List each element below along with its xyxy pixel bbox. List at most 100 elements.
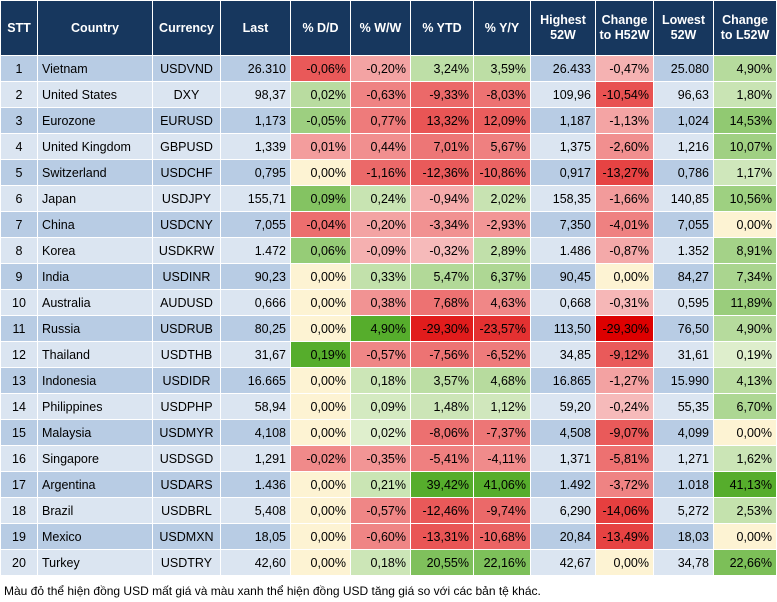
table-cell: Thailand — [37, 341, 153, 368]
table-cell: 7,34% — [713, 263, 777, 290]
table-cell: 31,67 — [220, 341, 291, 368]
table-row: 4 United Kingdom GBPUSD 1,339 0,01% 0,44% 7,01… — [0, 133, 777, 160]
column-header: Lowest 52W — [653, 0, 714, 56]
table-cell: 158,35 — [530, 185, 596, 212]
table-cell: 0,19% — [713, 341, 777, 368]
table-cell: 0,24% — [350, 185, 411, 212]
table-cell: 1,024 — [653, 107, 714, 134]
table-cell: 7 — [0, 211, 38, 238]
column-header: Change to H52W — [595, 0, 654, 56]
table-cell: 42,60 — [220, 549, 291, 576]
table-cell: 0,00% — [713, 523, 777, 550]
table-row: 5 Switzerland USDCHF 0,795 0,00% -1,16% -12,36… — [0, 159, 777, 186]
table-cell: -1,66% — [595, 185, 654, 212]
table-cell: USDARS — [152, 471, 221, 498]
table-cell: 0,668 — [530, 289, 596, 316]
table-cell: 1,173 — [220, 107, 291, 134]
table-cell: 4,099 — [653, 419, 714, 446]
table-cell: 2,89% — [473, 237, 531, 264]
table-cell: AUDUSD — [152, 289, 221, 316]
column-header: % D/D — [290, 0, 351, 56]
table-cell: 10,07% — [713, 133, 777, 160]
column-header: STT — [0, 0, 38, 56]
table-cell: 5 — [0, 159, 38, 186]
table-cell: -1,13% — [595, 107, 654, 134]
table-cell: 26.433 — [530, 55, 596, 82]
table-cell: 7,350 — [530, 211, 596, 238]
table-cell: -0,35% — [350, 445, 411, 472]
table-cell: 34,78 — [653, 549, 714, 576]
table-cell: -9,74% — [473, 497, 531, 524]
table-cell: -0,47% — [595, 55, 654, 82]
table-cell: 0,595 — [653, 289, 714, 316]
table-cell: 20,55% — [410, 549, 474, 576]
table-cell: -0,94% — [410, 185, 474, 212]
table-cell: 42,67 — [530, 549, 596, 576]
table-cell: 1,271 — [653, 445, 714, 472]
table-cell: 18,03 — [653, 523, 714, 550]
table-body: 1 Vietnam USDVND 26.310 -0,06% -0,20% 3,24% 3,5… — [0, 55, 777, 576]
footnote: Màu đỏ thể hiện đồng USD mất giá và màu … — [4, 584, 541, 598]
table-cell: -12,46% — [410, 497, 474, 524]
table-row: 10 Australia AUDUSD 0,666 0,00% 0,38% 7,68% 4,6… — [0, 289, 777, 316]
table-cell: 0,00% — [595, 549, 654, 576]
table-cell: 0,00% — [290, 315, 351, 342]
table-cell: USDTRY — [152, 549, 221, 576]
table-cell: -5,41% — [410, 445, 474, 472]
table-row: 13 Indonesia USDIDR 16.665 0,00% 0,18% 3,57% 4,… — [0, 367, 777, 394]
table-cell: Brazil — [37, 497, 153, 524]
table-cell: -8,03% — [473, 81, 531, 108]
table-cell: 14 — [0, 393, 38, 420]
table-cell: 59,20 — [530, 393, 596, 420]
table-cell: -1,16% — [350, 159, 411, 186]
table-cell: Mexico — [37, 523, 153, 550]
table-cell: GBPUSD — [152, 133, 221, 160]
table-cell: 19 — [0, 523, 38, 550]
table-cell: -8,06% — [410, 419, 474, 446]
table-cell: 0,00% — [595, 263, 654, 290]
table-cell: 1.352 — [653, 237, 714, 264]
table-cell: 0,795 — [220, 159, 291, 186]
table-cell: 16 — [0, 445, 38, 472]
table-cell: Indonesia — [37, 367, 153, 394]
table-cell: -0,24% — [595, 393, 654, 420]
table-row: 9 India USDINR 90,23 0,00% 0,33% 5,47% 6,37% 90,… — [0, 263, 777, 290]
table-cell: -4,01% — [595, 211, 654, 238]
table-cell: 1.436 — [220, 471, 291, 498]
table-cell: 34,85 — [530, 341, 596, 368]
table-cell: 20 — [0, 549, 38, 576]
table-cell: 0,00% — [290, 393, 351, 420]
table-cell: USDMYR — [152, 419, 221, 446]
column-header: % W/W — [350, 0, 411, 56]
table-cell: -10,68% — [473, 523, 531, 550]
table-cell: 1,80% — [713, 81, 777, 108]
table-cell: -3,72% — [595, 471, 654, 498]
table-cell: USDCHF — [152, 159, 221, 186]
table-cell: 2,53% — [713, 497, 777, 524]
fx-table: STT Country Currency Last% D/D% W/W% YTD% Y… — [0, 0, 777, 576]
table-cell: 15.990 — [653, 367, 714, 394]
table-cell: 26.310 — [220, 55, 291, 82]
table-row: 15 Malaysia USDMYR 4,108 0,00% 0,02% -8,06% -7,… — [0, 419, 777, 446]
table-cell: USDBRL — [152, 497, 221, 524]
table-row: 14 Philippines USDPHP 58,94 0,00% 0,09% 1,48% 1… — [0, 393, 777, 420]
table-cell: 6,70% — [713, 393, 777, 420]
column-header: Change to L52W — [713, 0, 777, 56]
table-cell: -0,02% — [290, 445, 351, 472]
table-cell: 8,91% — [713, 237, 777, 264]
table-cell: Korea — [37, 237, 153, 264]
table-cell: 0,666 — [220, 289, 291, 316]
table-cell: 140,85 — [653, 185, 714, 212]
table-cell: 39,42% — [410, 471, 474, 498]
table-cell: 0,00% — [290, 497, 351, 524]
table-cell: 0,00% — [290, 549, 351, 576]
header-row: STT Country Currency Last% D/D% W/W% YTD% Y… — [0, 0, 777, 56]
table-cell: -0,04% — [290, 211, 351, 238]
table-cell: -29,30% — [595, 315, 654, 342]
table-cell: United Kingdom — [37, 133, 153, 160]
table-cell: 15 — [0, 419, 38, 446]
table-cell: 13 — [0, 367, 38, 394]
table-cell: -9,07% — [595, 419, 654, 446]
table-cell: 17 — [0, 471, 38, 498]
